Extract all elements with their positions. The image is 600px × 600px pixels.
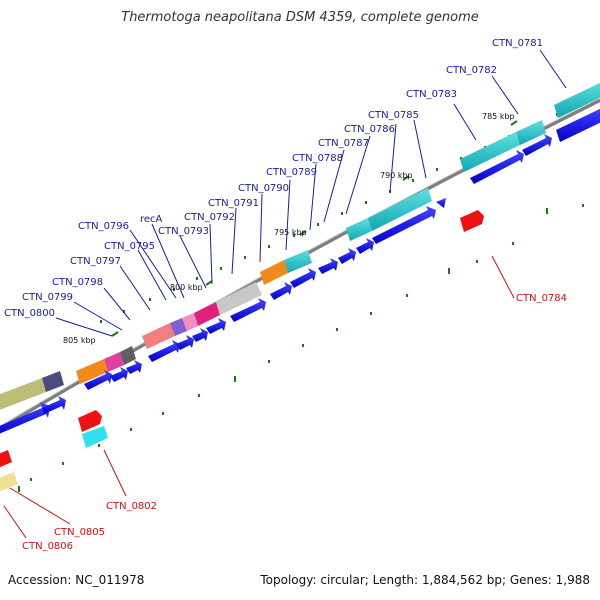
scale-label-795: 795 kbp <box>274 228 307 237</box>
gene-label-ctn-0805[interactable]: CTN_0805 <box>54 527 105 538</box>
scale-labels: 805 kbp 800 kbp 795 kbp 790 kbp 785 kbp <box>63 112 515 345</box>
gene-label-ctn-0790[interactable]: CTN_0790 <box>238 183 289 194</box>
gene-label-ctn-0791[interactable]: CTN_0791 <box>208 198 259 209</box>
gene-label-ctn-0784[interactable]: CTN_0784 <box>516 293 567 304</box>
gene-label-ctn-0800[interactable]: CTN_0800 <box>4 308 55 319</box>
map-title: Thermotoga neapolitana DSM 4359, complet… <box>121 10 479 25</box>
gene-label-ctn-0796[interactable]: CTN_0796 <box>78 221 129 232</box>
gene-label-ctn-0781[interactable]: CTN_0781 <box>492 38 543 49</box>
gene-label-ctn-0798[interactable]: CTN_0798 <box>52 277 103 288</box>
gene-label-ctn-0783[interactable]: CTN_0783 <box>406 89 457 100</box>
gene-label-ctn-0785[interactable]: CTN_0785 <box>368 110 419 121</box>
gene-label-reca[interactable]: recA <box>140 214 163 225</box>
accession-text: Accession: NC_011978 <box>8 573 145 587</box>
forward-leaders <box>55 49 567 337</box>
scale-label-805: 805 kbp <box>63 336 96 345</box>
feature-bars[interactable] <box>0 80 600 412</box>
gene-label-ctn-0795[interactable]: CTN_0795 <box>104 241 155 252</box>
scale-label-790: 790 kbp <box>380 171 413 180</box>
scale-ticks-major <box>111 120 518 337</box>
scale-label-800: 800 kbp <box>170 283 203 292</box>
forward-gene-labels: CTN_0800 CTN_0799 CTN_0798 CTN_0797 CTN_… <box>4 38 543 319</box>
scale-label-785: 785 kbp <box>482 112 515 121</box>
reverse-leaders <box>3 255 515 539</box>
gene-label-ctn-0802[interactable]: CTN_0802 <box>106 501 157 512</box>
topology-text: Topology: circular; Length: 1,884,562 bp… <box>260 573 590 587</box>
gene-label-ctn-0792[interactable]: CTN_0792 <box>184 212 235 223</box>
reverse-gene-labels: CTN_0784 CTN_0802 CTN_0805 CTN_0806 <box>22 293 567 552</box>
scale-ticks-lower <box>18 204 584 492</box>
gene-label-ctn-0793[interactable]: CTN_0793 <box>158 226 209 237</box>
gene-label-ctn-0789[interactable]: CTN_0789 <box>266 167 317 178</box>
gene-label-ctn-0806[interactable]: CTN_0806 <box>22 541 73 552</box>
gene-label-ctn-0786[interactable]: CTN_0786 <box>344 124 395 135</box>
cds-arrows[interactable] <box>0 106 600 436</box>
gene-label-ctn-0787[interactable]: CTN_0787 <box>318 138 369 149</box>
gene-label-ctn-0788[interactable]: CTN_0788 <box>292 153 343 164</box>
gene-label-ctn-0797[interactable]: CTN_0797 <box>70 256 121 267</box>
reverse-features[interactable] <box>0 210 484 492</box>
gene-label-ctn-0799[interactable]: CTN_0799 <box>22 292 73 303</box>
gene-label-ctn-0782[interactable]: CTN_0782 <box>446 65 497 76</box>
